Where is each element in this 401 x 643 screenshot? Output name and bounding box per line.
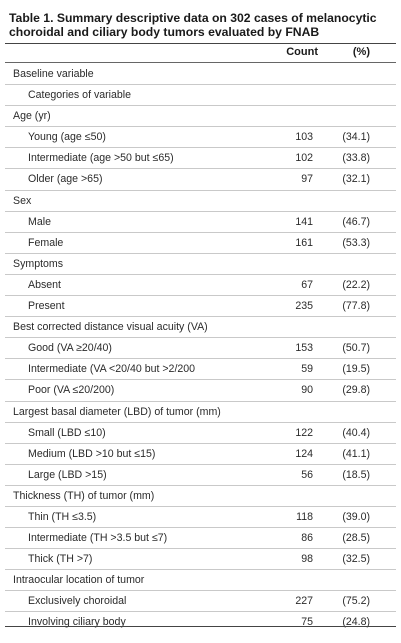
row-label: Intermediate (VA <20/40 but >2/200 [28, 363, 196, 376]
row-percent: (50.7) [342, 342, 370, 355]
table-row-group-header: Thickness (TH) of tumor (mm) [5, 486, 396, 507]
row-label: Age (yr) [13, 110, 51, 123]
column-header-percent: (%) [352, 46, 370, 58]
row-label: Thick (TH >7) [28, 553, 93, 566]
row-label: Best corrected distance visual acuity (V… [13, 321, 208, 334]
row-count: 97 [301, 173, 313, 186]
top-rule [5, 43, 396, 44]
row-label: Young (age ≤50) [28, 131, 106, 144]
row-percent: (46.7) [342, 215, 370, 228]
header-rule [5, 62, 396, 63]
row-count: 141 [295, 215, 313, 228]
row-count: 122 [295, 426, 313, 439]
table-row-group-header: Sex [5, 191, 396, 212]
row-count: 56 [301, 468, 313, 481]
row-percent: (41.1) [342, 447, 370, 460]
table-row: Small (LBD ≤10) 122 (40.4) [5, 423, 396, 444]
row-count: 124 [295, 447, 313, 460]
row-count: 161 [295, 236, 313, 249]
row-label: Absent [28, 278, 61, 291]
row-label: Largest basal diameter (LBD) of tumor (m… [13, 405, 221, 418]
row-count: 75 [301, 616, 313, 629]
table-row: Exclusively choroidal 227 (75.2) [5, 591, 396, 613]
table-row: Present 235 (77.8) [5, 296, 396, 318]
row-label: Male [28, 215, 51, 228]
table-row: Thin (TH ≤3.5) 118 (39.0) [5, 507, 396, 529]
row-count: 103 [295, 131, 313, 144]
row-label: Female [28, 236, 64, 249]
row-percent: (33.8) [342, 152, 370, 165]
row-count: 227 [295, 595, 313, 608]
table-row: Good (VA ≥20/40) 153 (50.7) [5, 338, 396, 360]
row-count: 102 [295, 152, 313, 165]
row-label: Small (LBD ≤10) [28, 426, 106, 439]
row-percent: (28.5) [342, 532, 370, 545]
row-label: Involving ciliary body [28, 616, 126, 629]
row-label: Categories of variable [28, 89, 132, 102]
row-percent: (39.0) [342, 510, 370, 523]
row-label: Thickness (TH) of tumor (mm) [13, 489, 155, 502]
table-row: Older (age >65) 97 (32.1) [5, 169, 396, 191]
table-row: Male 141 (46.7) [5, 212, 396, 233]
row-label: Sex [13, 194, 32, 207]
row-count: 90 [301, 384, 313, 397]
row-percent: (19.5) [342, 363, 370, 376]
row-percent: (53.3) [342, 236, 370, 249]
bottom-rule [5, 626, 396, 627]
row-percent: (34.1) [342, 131, 370, 144]
row-label: Good (VA ≥20/40) [28, 342, 112, 355]
table-row-group-header: Age (yr) [5, 106, 396, 128]
row-label: Intermediate (TH >3.5 but ≤7) [28, 532, 168, 545]
table-row: Categories of variable [5, 85, 396, 107]
row-count: 235 [295, 300, 313, 313]
row-label: Present [28, 300, 65, 313]
table-row: Young (age ≤50) 103 (34.1) [5, 127, 396, 149]
table-row: Thick (TH >7) 98 (32.5) [5, 549, 396, 571]
row-label: Large (LBD >15) [28, 468, 107, 481]
table-row: Poor (VA ≤20/200) 90 (29.8) [5, 380, 396, 402]
table-body: Baseline variable Categories of variable A… [5, 64, 396, 634]
row-label: Poor (VA ≤20/200) [28, 384, 115, 397]
row-count: 86 [301, 532, 313, 545]
table-row-group-header: Intraocular location of tumor [5, 570, 396, 592]
row-label: Exclusively choroidal [28, 595, 127, 608]
row-percent: (24.8) [342, 616, 370, 629]
table-row: Absent 67 (22.2) [5, 275, 396, 297]
table-row-group-header: Baseline variable [5, 64, 396, 86]
row-count: 118 [296, 510, 313, 523]
row-percent: (32.1) [342, 173, 370, 186]
table-row: Intermediate (TH >3.5 but ≤7) 86 (28.5) [5, 528, 396, 550]
row-count: 153 [295, 342, 313, 355]
row-percent: (40.4) [342, 426, 370, 439]
row-percent: (18.5) [342, 468, 370, 481]
column-header-count: Count [286, 46, 318, 58]
table-row: Involving ciliary body 75 (24.8) [5, 612, 396, 633]
row-count: 67 [301, 278, 313, 291]
row-label: Older (age >65) [28, 173, 103, 186]
table-row-group-header: Symptoms [5, 254, 396, 275]
row-label: Intermediate (age >50 but ≤65) [28, 152, 174, 165]
table-row-group-header: Largest basal diameter (LBD) of tumor (m… [5, 402, 396, 423]
table-row: Intermediate (VA <20/40 but >2/200 59 (19.… [5, 359, 396, 381]
table-row: Medium (LBD >10 but ≤15) 124 (41.1) [5, 444, 396, 465]
table-title: Table 1. Summary descriptive data on 302… [9, 11, 377, 39]
row-percent: (29.8) [342, 384, 370, 397]
row-label: Baseline variable [13, 68, 94, 80]
row-count: 59 [301, 363, 313, 376]
row-label: Intraocular location of tumor [13, 574, 145, 587]
row-label: Symptoms [13, 257, 64, 270]
row-percent: (32.5) [342, 553, 370, 566]
row-percent: (22.2) [342, 278, 370, 291]
row-count: 98 [301, 553, 313, 566]
table-row-group-header: Best corrected distance visual acuity (V… [5, 317, 396, 339]
row-label: Thin (TH ≤3.5) [28, 510, 97, 523]
row-percent: (77.8) [342, 300, 370, 313]
row-percent: (75.2) [342, 595, 370, 608]
table-row: Intermediate (age >50 but ≤65) 102 (33.8) [5, 148, 396, 170]
row-label: Medium (LBD >10 but ≤15) [28, 447, 156, 460]
table-row: Female 161 (53.3) [5, 233, 396, 254]
table-row: Large (LBD >15) 56 (18.5) [5, 465, 396, 486]
